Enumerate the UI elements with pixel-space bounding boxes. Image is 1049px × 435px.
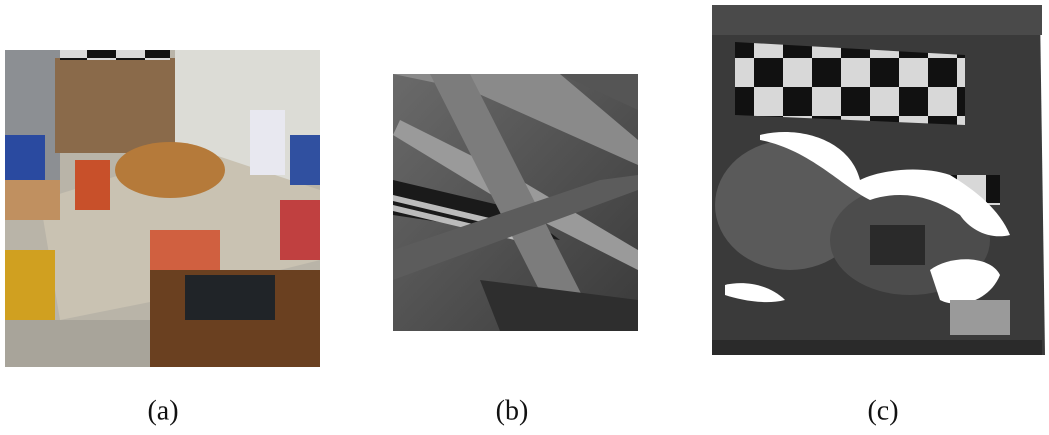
figure: (a) (b) (c)	[0, 0, 1049, 435]
image-b	[393, 74, 638, 331]
caption: (a)	[147, 395, 178, 426]
image-a	[5, 50, 320, 367]
image-c	[712, 5, 1045, 355]
caption: (c)	[867, 395, 898, 426]
caption: (b)	[496, 395, 529, 426]
